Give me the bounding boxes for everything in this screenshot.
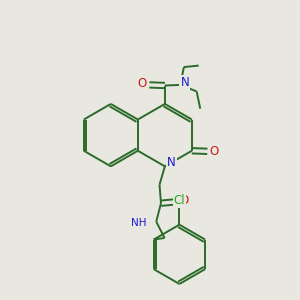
Text: O: O: [180, 194, 189, 207]
Text: O: O: [210, 145, 219, 158]
Text: NH: NH: [131, 218, 147, 228]
Text: N: N: [167, 156, 176, 169]
Text: O: O: [137, 77, 147, 90]
Text: Cl: Cl: [174, 194, 185, 206]
Text: N: N: [180, 76, 189, 89]
